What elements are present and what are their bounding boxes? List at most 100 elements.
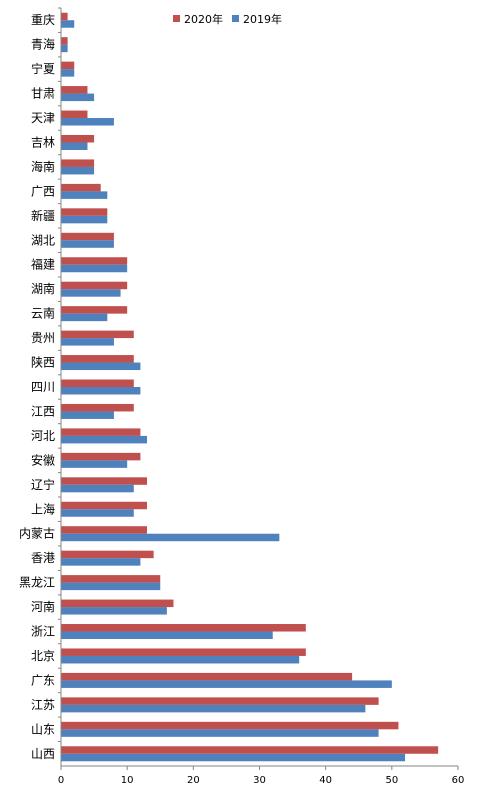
legend-label: 2019年 xyxy=(243,12,282,26)
bar-2020-山东 xyxy=(61,721,399,730)
category-label: 河北 xyxy=(31,429,55,443)
category-label: 吉林 xyxy=(31,135,55,149)
bar-2020-福建 xyxy=(61,257,128,265)
bar-2019-辽宁 xyxy=(61,484,134,493)
category-label: 重庆 xyxy=(31,13,55,27)
bar-2019-福建 xyxy=(61,264,128,273)
bar-2019-海南 xyxy=(61,166,95,175)
category-label: 江苏 xyxy=(31,698,55,712)
category-label: 贵州 xyxy=(31,331,55,345)
category-label: 云南 xyxy=(31,306,55,321)
bar-2020-广西 xyxy=(61,183,101,192)
bar-2019-重庆 xyxy=(61,20,75,28)
category-label: 四川 xyxy=(31,380,55,394)
bar-2020-贵州 xyxy=(61,330,134,339)
bar-2020-甘肃 xyxy=(61,86,88,94)
bar-2020-海南 xyxy=(61,159,95,167)
bar-2019-内蒙古 xyxy=(61,533,280,542)
bar-2020-广东 xyxy=(61,672,353,681)
bar-2019-河北 xyxy=(61,435,148,444)
category-label: 天津 xyxy=(31,111,55,125)
x-tick-label: 60 xyxy=(452,775,465,786)
x-tick-label: 40 xyxy=(319,775,332,786)
legend-swatch xyxy=(232,15,239,22)
category-label: 安徽 xyxy=(31,452,55,467)
bar-2020-上海 xyxy=(61,501,148,510)
bar-2020-青海 xyxy=(61,37,68,45)
legend-swatch xyxy=(173,15,180,22)
category-label: 广西 xyxy=(31,184,55,198)
bar-2020-安徽 xyxy=(61,452,141,461)
bar-2019-河南 xyxy=(61,607,167,615)
bar-2019-广西 xyxy=(61,191,108,199)
legend-label: 2020年 xyxy=(184,12,223,26)
category-label: 山西 xyxy=(31,747,55,761)
bar-2019-江西 xyxy=(61,411,114,419)
bar-2019-青海 xyxy=(61,44,68,53)
bar-2019-陕西 xyxy=(61,362,141,371)
bar-2019-山东 xyxy=(61,729,379,737)
bar-2019-江苏 xyxy=(61,704,366,713)
category-label: 黑龙江 xyxy=(19,576,55,590)
bar-2020-重庆 xyxy=(61,12,68,21)
bar-2020-江苏 xyxy=(61,697,379,705)
category-label: 新疆 xyxy=(31,208,55,223)
bar-2020-香港 xyxy=(61,550,154,559)
category-label: 湖北 xyxy=(31,232,55,247)
bar-2019-香港 xyxy=(61,558,141,566)
bar-2020-河南 xyxy=(61,599,174,608)
category-label: 青海 xyxy=(31,37,55,52)
bar-2019-黑龙江 xyxy=(61,582,161,591)
bar-2020-辽宁 xyxy=(61,477,148,485)
bar-2019-新疆 xyxy=(61,215,108,224)
category-label: 甘肃 xyxy=(31,87,55,101)
category-label: 辽宁 xyxy=(31,477,55,492)
axes-group: 山西 山东 江苏 广东 北京 浙江 河南 黑龙江 香港 内蒙古 上海 辽宁 安徽 河北 江西 四川 陕西 贵州 云南… xyxy=(19,7,465,786)
x-tick-label: 50 xyxy=(385,775,398,786)
bar-2020-内蒙古 xyxy=(61,526,148,534)
x-tick-label: 30 xyxy=(253,775,266,786)
bar-2020-湖南 xyxy=(61,281,128,290)
x-tick-label: 0 xyxy=(58,775,64,786)
x-tick-label: 20 xyxy=(187,775,200,786)
category-label: 海南 xyxy=(31,159,55,174)
category-label: 陕西 xyxy=(31,355,55,370)
bar-2020-北京 xyxy=(61,648,306,656)
bar-2019-四川 xyxy=(61,387,141,395)
category-label: 广东 xyxy=(31,673,55,687)
legend: 2020年 2019年 xyxy=(173,12,282,26)
category-label: 上海 xyxy=(31,501,55,516)
category-label: 浙江 xyxy=(31,625,55,639)
bar-2019-湖北 xyxy=(61,240,114,248)
bar-2019-甘肃 xyxy=(61,93,95,102)
bar-2019-吉林 xyxy=(61,142,88,150)
bar-2020-宁夏 xyxy=(61,61,75,70)
category-label: 福建 xyxy=(31,257,55,272)
bar-2019-北京 xyxy=(61,655,300,664)
bar-2020-湖北 xyxy=(61,232,114,241)
bar-2019-天津 xyxy=(61,118,114,126)
category-label: 宁夏 xyxy=(31,61,55,76)
bar-2019-湖南 xyxy=(61,289,121,297)
bar-2019-宁夏 xyxy=(61,69,75,77)
bar-2020-吉林 xyxy=(61,134,95,143)
x-tick-label: 10 xyxy=(121,775,134,786)
bar-2019-上海 xyxy=(61,509,134,517)
bars-group xyxy=(61,12,439,762)
category-label: 山东 xyxy=(31,722,55,736)
bar-2020-云南 xyxy=(61,306,128,314)
category-label: 河南 xyxy=(31,599,55,614)
bar-2020-四川 xyxy=(61,379,134,387)
bar-2020-山西 xyxy=(61,746,439,754)
bar-2019-广东 xyxy=(61,680,392,688)
bar-2019-山西 xyxy=(61,753,406,762)
bar-2020-黑龙江 xyxy=(61,575,161,583)
bar-2020-天津 xyxy=(61,110,88,119)
bar-2020-江西 xyxy=(61,403,134,412)
category-label: 内蒙古 xyxy=(19,526,55,541)
category-label: 湖南 xyxy=(31,281,55,296)
bar-2019-贵州 xyxy=(61,338,114,346)
category-label: 江西 xyxy=(31,404,55,418)
